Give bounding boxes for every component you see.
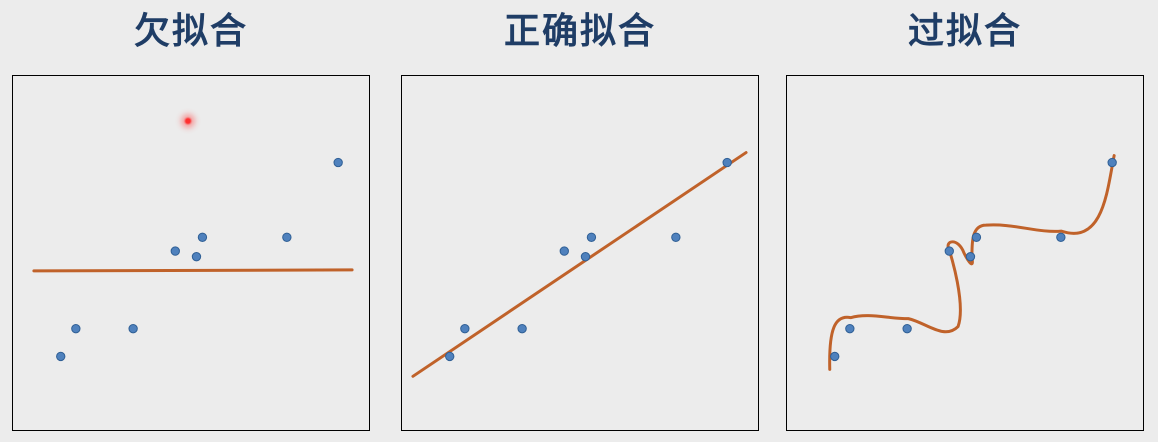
data-point: [1107, 157, 1117, 168]
data-point: [197, 232, 208, 242]
data-point: [586, 232, 597, 242]
data-point: [830, 351, 840, 362]
panel-title-goodfit: 正确拟合: [503, 11, 656, 52]
plot-goodfit: [401, 75, 759, 431]
data-points-group: [830, 157, 1117, 362]
data-point: [191, 252, 202, 262]
plot-underfit-svg: [32, 157, 354, 362]
data-point: [559, 246, 569, 256]
fit-curve: [828, 154, 1116, 371]
panel-title-underfit: 欠拟合: [133, 11, 248, 52]
data-point: [580, 252, 591, 262]
data-point: [517, 323, 527, 334]
panel-title-overfit: 过拟合: [907, 11, 1022, 52]
data-point: [944, 246, 954, 256]
plot-overfit-svg: [828, 154, 1117, 371]
data-point: [902, 323, 912, 334]
data-point: [845, 323, 855, 334]
data-points-group: [56, 157, 343, 362]
data-point: [56, 351, 66, 362]
plot-overfit: [786, 75, 1144, 431]
fit-curve-group: [32, 268, 354, 273]
data-point: [445, 351, 455, 362]
data-point: [722, 157, 732, 168]
data-point: [71, 323, 81, 334]
data-point: [671, 232, 681, 242]
fit-curve: [411, 151, 748, 378]
data-point: [971, 232, 982, 242]
data-point: [460, 323, 470, 334]
data-point: [282, 232, 292, 242]
fit-curve: [32, 268, 354, 273]
plot-goodfit-svg: [411, 151, 748, 378]
data-point: [333, 157, 343, 168]
data-points-group: [445, 157, 732, 362]
data-point: [965, 252, 976, 262]
data-point: [1056, 232, 1066, 242]
cursor-pointer-indicator: [183, 116, 193, 126]
data-point: [170, 246, 180, 256]
data-point: [128, 323, 138, 334]
fit-curve-group: [828, 154, 1116, 371]
plot-underfit: [12, 75, 370, 431]
fit-curve-group: [411, 151, 748, 378]
